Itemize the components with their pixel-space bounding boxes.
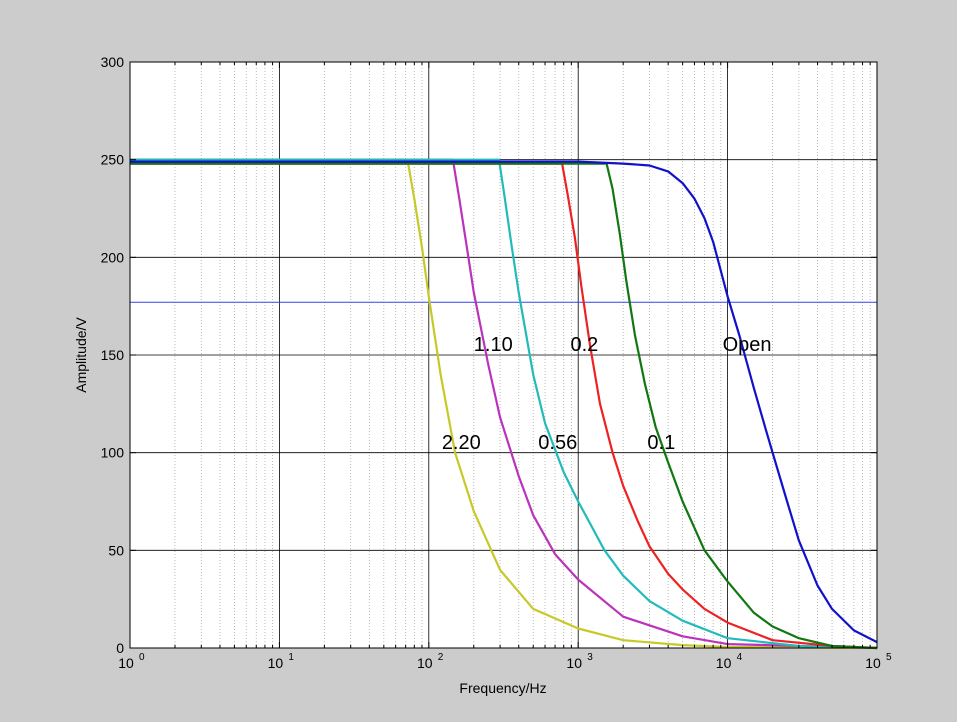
- y-tick-label: 200: [101, 249, 125, 265]
- x-tick-label-exponent: 4: [737, 652, 743, 663]
- x-tick-labels: 10 0 10 1 10 2 10 3 10 4 10 5: [118, 652, 892, 671]
- x-tick-label: 10: [716, 655, 732, 671]
- y-tick-label: 100: [101, 445, 125, 461]
- y-tick-label: 250: [101, 152, 125, 168]
- series-layer: [130, 158, 878, 650]
- y-tick-label: 0: [116, 640, 124, 656]
- series-annotation: 0.56: [538, 432, 577, 454]
- x-tick-label-exponent: 0: [139, 652, 145, 663]
- x-tick-label: 10: [865, 655, 881, 671]
- x-tick-label: 10: [268, 655, 284, 671]
- series-line-0-56: [130, 158, 878, 650]
- x-tick-label: 10: [118, 655, 134, 671]
- y-tick-labels: 0 50 100 150 200 250 300: [101, 54, 125, 656]
- series-line-open: [130, 160, 878, 644]
- x-tick-label-exponent: 2: [438, 652, 444, 663]
- y-tick-label: 50: [108, 542, 124, 558]
- y-tick-label: 300: [101, 54, 125, 70]
- series-annotation: 0.1: [647, 432, 675, 454]
- x-tick-label: 10: [566, 655, 582, 671]
- series-annotation: 1.10: [474, 334, 513, 356]
- tick-marks: [129, 61, 878, 649]
- series-annotation: 0.2: [570, 334, 598, 356]
- x-tick-label: 10: [417, 655, 433, 671]
- series-line-0-2: [130, 162, 878, 650]
- x-tick-label-exponent: 3: [587, 652, 593, 663]
- x-tick-label-exponent: 5: [886, 652, 892, 663]
- annotation-layer: 1.10 0.2 Open 2.20 0.56 0.1: [442, 334, 772, 454]
- series-line-0-1: [130, 162, 878, 650]
- series-annotation: Open: [723, 334, 772, 356]
- series-annotation: 2.20: [442, 432, 481, 454]
- y-tick-label: 150: [101, 347, 125, 363]
- y-axis-label: Amplitude/V: [73, 317, 89, 393]
- x-tick-label-exponent: 1: [288, 652, 294, 663]
- x-axis-label: Frequency/Hz: [459, 680, 546, 696]
